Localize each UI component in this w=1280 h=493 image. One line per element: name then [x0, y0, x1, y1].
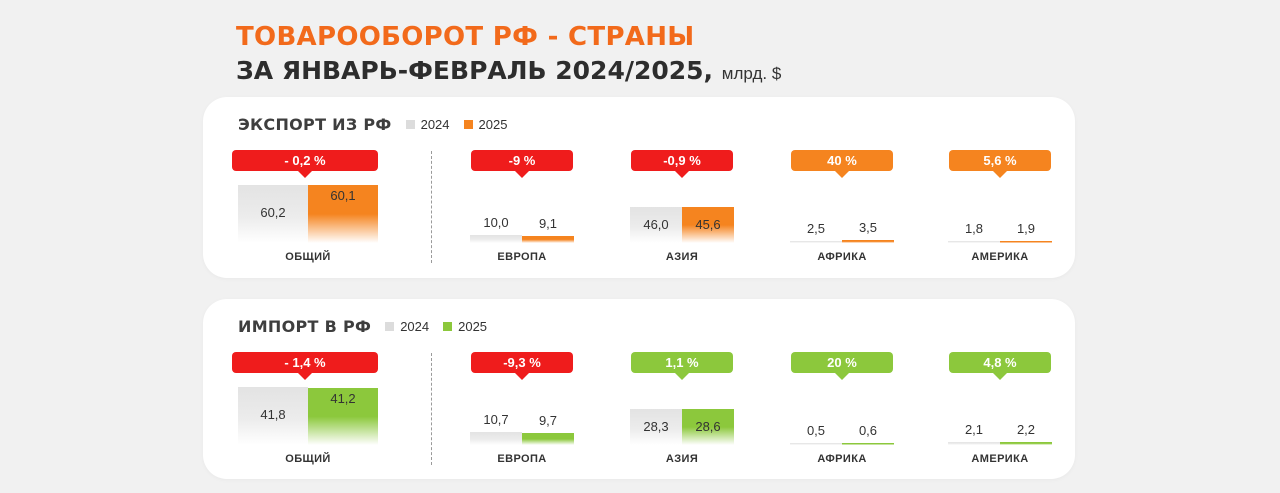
export-bar-2024 — [470, 235, 522, 243]
title-period: ЗА ЯНВАРЬ-ФЕВРАЛЬ 2024/2025, — [236, 56, 714, 85]
import-divider — [431, 353, 432, 465]
export-bar-2024 — [790, 241, 842, 243]
import-category-label: АМЕРИКА — [971, 453, 1029, 465]
import-value-label-2025: 28,6 — [695, 419, 721, 434]
import-category-label: АФРИКА — [817, 453, 867, 465]
import-category-label: ОБЩИЙ — [285, 453, 331, 465]
export-change-badge: 40 % — [791, 150, 893, 178]
export-panel: ЭКСПОРТ ИЗ РФ 2024 2025 - 0,2 % 60,2 60,1 О… — [203, 97, 1075, 278]
import-value-label-2025: 2,2 — [1016, 422, 1036, 438]
export-change-badge: 5,6 % — [949, 150, 1051, 178]
import-value-label-2025: 41,2 — [330, 390, 356, 406]
import-legend-2024: 2024 — [385, 319, 429, 334]
import-header: ИМПОРТ В РФ 2024 2025 — [238, 317, 487, 336]
export-value-label-2024: 10,0 — [483, 215, 509, 231]
title-line-2: ЗА ЯНВАРЬ-ФЕВРАЛЬ 2024/2025, млрд. $ — [236, 56, 781, 89]
export-value-label-2025: 3,5 — [858, 220, 878, 236]
export-value-label-2025: 60,1 — [330, 188, 356, 204]
export-bar-2025 — [842, 240, 894, 243]
import-bar-2024 — [948, 442, 1000, 445]
export-value-label-2024: 60,2 — [260, 205, 286, 220]
legend-label-2024: 2024 — [420, 117, 450, 132]
export-value-label-2025: 45,6 — [695, 217, 721, 233]
export-category-label: ЕВРОПА — [497, 251, 547, 263]
import-bar-2024 — [470, 431, 522, 445]
page-title: ТОВАРООБОРОТ РФ - СТРАНЫ ЗА ЯНВАРЬ-ФЕВРА… — [236, 22, 781, 89]
legend-swatch-2024 — [405, 120, 415, 129]
export-value-label-2025: 9,1 — [538, 215, 558, 231]
import-value-label-2025: 0,6 — [858, 423, 878, 438]
export-category-label: ОБЩИЙ — [285, 251, 331, 263]
legend-label-2025: 2025 — [478, 117, 508, 132]
import-value-label-2024: 0,5 — [806, 423, 826, 438]
legend-swatch-2025 — [463, 120, 473, 129]
import-value-label-2024: 41,8 — [260, 407, 286, 422]
import-title: ИМПОРТ В РФ — [238, 317, 372, 336]
import-bar-2025 — [522, 432, 574, 445]
import-legend-2025: 2025 — [443, 319, 487, 334]
import-bar-2025 — [682, 409, 734, 445]
export-bar-2024 — [948, 241, 1000, 243]
export-change-badge: - 0,2 % — [232, 150, 378, 178]
import-bar-2024 — [790, 443, 842, 445]
export-change-badge: -9 % — [471, 150, 573, 178]
legend-swatch-2024 — [385, 322, 395, 331]
export-header: ЭКСПОРТ ИЗ РФ 2024 2025 — [238, 115, 507, 134]
legend-label-2025: 2025 — [458, 319, 488, 334]
legend-label-2024: 2024 — [400, 319, 430, 334]
export-value-label-2024: 46,0 — [643, 217, 669, 232]
title-line-1: ТОВАРООБОРОТ РФ - СТРАНЫ — [236, 22, 695, 52]
export-divider — [431, 151, 432, 263]
import-change-badge: 4,8 % — [949, 352, 1051, 380]
import-category-label: ЕВРОПА — [497, 453, 547, 465]
import-bar-2025 — [1000, 442, 1052, 445]
export-bar-2024 — [630, 207, 682, 243]
import-value-label-2024: 28,3 — [643, 419, 669, 435]
import-change-badge: - 1,4 % — [232, 352, 378, 380]
import-change-badge: 1,1 % — [631, 352, 733, 380]
import-category-label: АЗИЯ — [665, 453, 699, 465]
export-legend-2024: 2024 — [405, 117, 450, 132]
export-bar-2025 — [1000, 241, 1052, 243]
import-bar-2024 — [238, 387, 308, 445]
export-bar-2025 — [308, 185, 378, 243]
import-value-label-2024: 10,7 — [483, 411, 509, 427]
export-bar-2024 — [238, 185, 308, 243]
import-panel: ИМПОРТ В РФ 2024 2025 - 1,4 % 41,8 41,2 ОБЩ… — [203, 299, 1075, 479]
export-category-label: АМЕРИКА — [971, 251, 1029, 263]
export-value-label-2025: 1,9 — [1016, 221, 1036, 236]
export-value-label-2024: 1,8 — [964, 221, 984, 236]
title-unit: млрд. $ — [721, 64, 782, 83]
import-bar-2024 — [630, 409, 682, 445]
export-bar-2025 — [522, 235, 574, 243]
export-value-label-2024: 2,5 — [806, 221, 826, 236]
export-change-badge: -0,9 % — [631, 150, 733, 178]
export-category-label: АФРИКА — [817, 251, 867, 263]
export-category-label: АЗИЯ — [665, 251, 699, 263]
export-bar-2025 — [682, 207, 734, 243]
import-value-label-2024: 2,1 — [964, 422, 984, 438]
legend-swatch-2025 — [443, 322, 453, 331]
import-bar-2025 — [308, 387, 378, 445]
import-change-badge: -9,3 % — [471, 352, 573, 380]
import-value-label-2025: 9,7 — [538, 412, 558, 428]
import-change-badge: 20 % — [791, 352, 893, 380]
export-legend-2025: 2025 — [463, 117, 508, 132]
import-bar-2025 — [842, 443, 894, 445]
export-title: ЭКСПОРТ ИЗ РФ — [238, 115, 392, 134]
